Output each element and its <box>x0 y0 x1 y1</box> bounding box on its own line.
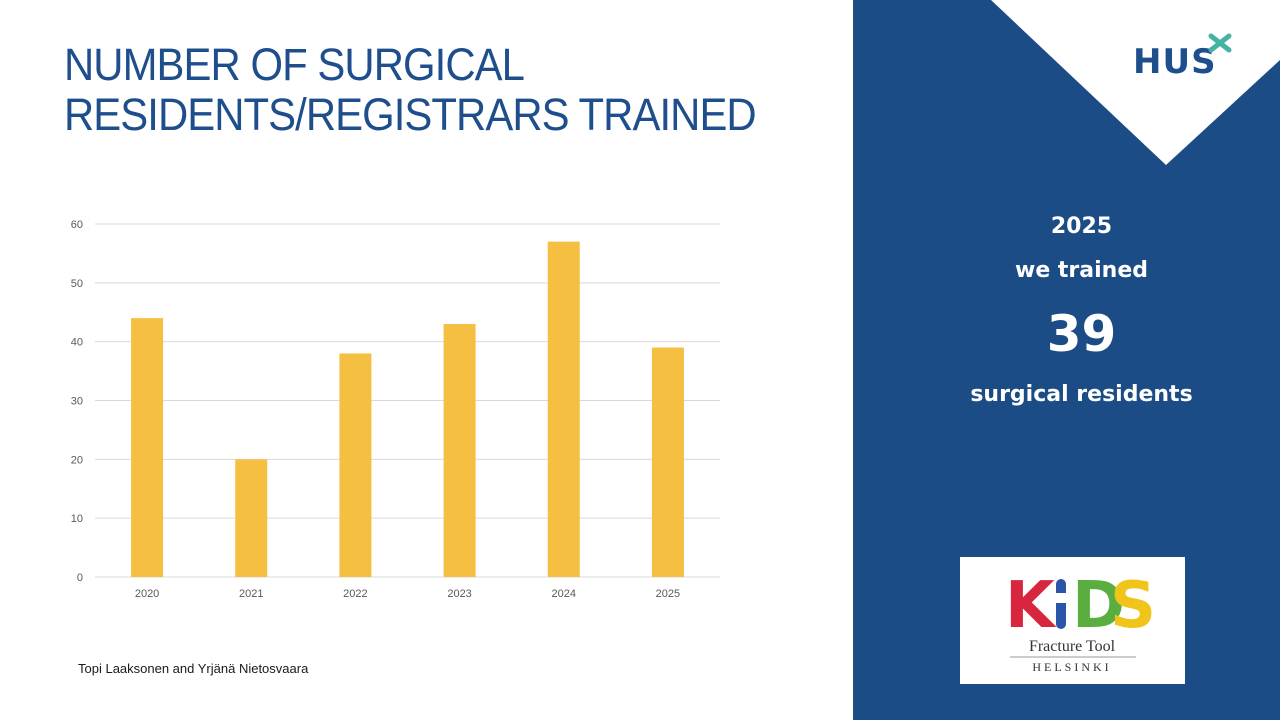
x-tick-label: 2021 <box>239 588 263 600</box>
bars <box>131 241 684 577</box>
x-axis-ticks: 2020 2021 2022 2023 2024 2025 <box>135 588 680 600</box>
y-tick-label: 10 <box>71 513 83 525</box>
hus-cross-icon <box>1208 33 1232 53</box>
hus-logo: HUS <box>1133 42 1217 82</box>
title-line-2: RESIDENTS/REGISTRARS TRAINED <box>64 89 757 140</box>
y-tick-label: 50 <box>71 278 83 290</box>
kids-letter-i-shape <box>1056 579 1066 629</box>
y-tick-label: 30 <box>71 396 83 408</box>
y-axis-ticks: 0 10 20 30 40 50 60 <box>71 219 83 584</box>
kids-letter-s: S <box>1110 569 1156 643</box>
slide-title: NUMBER OF SURGICAL RESIDENTS/REGISTRARS … <box>64 39 757 140</box>
y-tick-label: 20 <box>71 454 83 466</box>
side-panel: HUS 2025 we trained 39 surgical resident… <box>853 0 1280 720</box>
stat-year: 2025 <box>1050 214 1113 239</box>
y-tick-label: 40 <box>71 337 83 349</box>
stat-line-surgical-residents: surgical residents <box>970 382 1193 407</box>
x-tick-label: 2024 <box>552 588 576 600</box>
kids-logo-graphic: K D S Fracture Tool HELSINKI <box>1005 569 1156 674</box>
x-tick-label: 2022 <box>343 588 367 600</box>
kids-fracture-tool-logo: K D S Fracture Tool HELSINKI <box>960 557 1185 684</box>
y-tick-label: 60 <box>71 219 83 231</box>
bar-chart: 0 10 20 30 40 50 60 2020 2021 2022 2023 2024 2025 <box>71 219 720 600</box>
bar-2024 <box>547 241 580 577</box>
x-tick-label: 2025 <box>656 588 680 600</box>
white-wedge-shape <box>991 0 1280 165</box>
bar-2022 <box>339 353 372 577</box>
kids-letter-k: K <box>1005 569 1057 643</box>
bar-2021 <box>235 459 268 577</box>
stat-line-we-trained: we trained <box>1015 258 1148 283</box>
bar-2020 <box>131 318 164 577</box>
x-tick-label: 2020 <box>135 588 159 600</box>
bar-2025 <box>651 347 684 577</box>
stat-number: 39 <box>1046 305 1117 363</box>
y-tick-label: 0 <box>77 572 83 584</box>
gridlines <box>95 223 720 578</box>
kids-subtitle: Fracture Tool <box>1029 638 1116 655</box>
kids-letter-d: D <box>1072 569 1125 643</box>
author-credit: Topi Laaksonen and Yrjänä Nietosvaara <box>78 661 309 676</box>
x-tick-label: 2023 <box>447 588 471 600</box>
title-line-1: NUMBER OF SURGICAL <box>64 39 525 90</box>
bar-2023 <box>443 324 476 577</box>
kids-cast-band <box>1056 593 1066 603</box>
kids-city: HELSINKI <box>1032 660 1111 674</box>
